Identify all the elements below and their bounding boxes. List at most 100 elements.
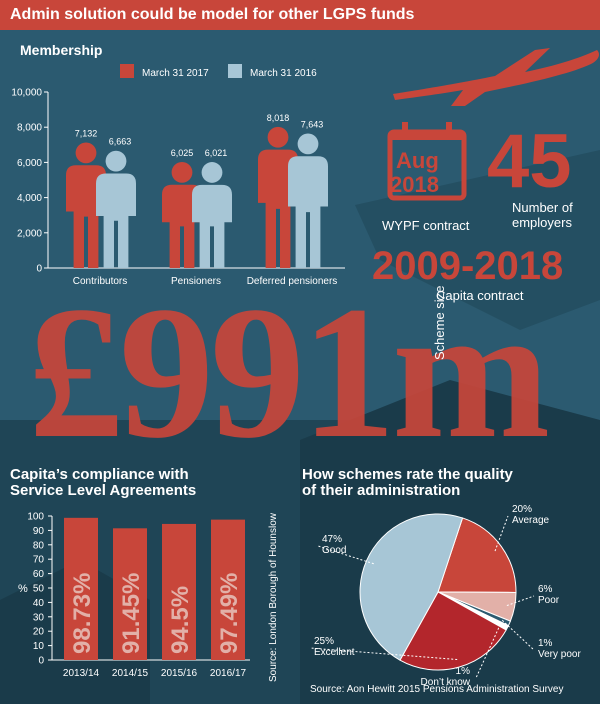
employers-label-line1: Number of [512,200,573,215]
quality-heading-line1: How schemes rate the quality [302,466,513,483]
person-body [192,184,232,268]
value-label: 6,663 [109,137,132,147]
pie-name-label: Very poor [538,649,581,660]
y-axis-label: % [18,583,28,595]
category-label: 2013/14 [63,668,100,679]
pie-value-label: 20% [512,504,532,515]
pie-slice [437,517,517,593]
person-2016 [288,133,328,268]
y-tick-label: 2,000 [17,228,42,239]
pie-value-label: 25% [314,636,334,647]
membership-people [66,126,328,268]
y-tick-label: 4,000 [17,193,42,204]
compliance-bar-label: 98.73% [69,573,96,654]
compliance-bar-label: 91.45% [118,573,145,654]
calendar-year: 2018 [390,172,439,197]
y-tick-label: 80 [33,540,45,551]
y-tick-label: 70 [33,555,45,566]
y-tick-label: 6,000 [17,158,42,169]
compliance-bar [113,528,147,660]
y-tick-label: 100 [27,512,44,523]
pie-leader-line [475,624,501,679]
category-label: Pensioners [171,276,221,287]
compliance-bars: 98.73% 91.45% 94.5% 97.49% [64,517,245,660]
survey-source: Source: Aon Hewitt 2015 Pensions Adminis… [310,684,564,695]
legend-label: March 31 2017 [142,68,209,79]
y-tick-label: 90 [33,526,45,537]
pie-value-label: 6% [538,584,553,595]
y-tick-label: 0 [36,264,42,275]
y-tick-label: 40 [33,598,45,609]
y-tick-label: 60 [33,569,45,580]
person-head [201,162,223,183]
category-label: 2016/17 [210,668,247,679]
person-head [105,150,127,172]
pie-slice [359,513,464,661]
wypf-contract-label: WYPF contract [382,218,470,233]
capita-years: 2009-2018 [372,244,564,288]
calendar-month: Aug [396,148,439,173]
value-label: 8,018 [267,113,290,123]
category-label: 2014/15 [112,668,149,679]
pie-value-label: 1% [538,638,553,649]
capita-contract-label: Capita contract [436,288,524,303]
scheme-size-value: £991m [28,268,550,478]
pie-name-label: Good [322,545,346,556]
compliance-bar [211,519,245,660]
pie-leader-line [501,619,535,651]
y-tick-label: 10,000 [11,88,42,99]
legend-swatch [228,64,242,78]
photo-source: Source: London Borough of Hounslow [268,512,279,682]
compliance-bar [64,517,98,660]
membership-heading: Membership [20,42,103,58]
pie-leader-line [494,515,509,552]
scheme-size-label: Scheme size [432,285,447,360]
y-tick-label: 20 [33,627,45,638]
person-head [75,142,97,164]
person-head [171,161,193,183]
pie-leader-line [309,647,458,661]
employers-label-line2: employers [512,215,572,230]
y-tick-label: 50 [33,584,45,595]
page-title: Admin solution could be model for other … [10,6,415,23]
value-label: 6,021 [205,148,228,158]
person-head [267,126,289,148]
category-label: Deferred pensioners [247,276,338,287]
compliance-y-axis: 0 10 20 30 40 50 60 70 80 90 100% [18,512,250,667]
y-tick-label: 30 [33,612,45,623]
pie-name-label: Excellent [314,647,355,658]
value-label: 6,025 [171,148,194,158]
pie-slices [359,513,517,671]
value-label: 7,132 [75,128,98,138]
compliance-bar [162,523,196,660]
membership-category-labels: Contributors Pensioners Deferred pensioner… [73,276,338,287]
person-2016 [96,150,136,268]
compliance-heading-line1: Capita’s compliance with [10,466,189,483]
pie-name-label: Poor [538,595,560,606]
pie-value-label: 1% [456,666,471,677]
legend-swatch [120,64,134,78]
person-2016 [192,162,232,268]
employers-value: 45 [487,119,572,204]
y-tick-label: 0 [38,656,44,667]
airplane-icon [393,48,599,106]
value-label: 7,643 [301,119,324,129]
y-tick-label: 10 [33,641,45,652]
pie-name-label: Don’t know [421,677,471,686]
membership-legend: March 31 2017 March 31 2016 [120,64,317,79]
category-label: Contributors [73,276,127,287]
membership-chart: March 31 2017 March 31 2016 0 2,000 4,000 6,… [11,64,345,287]
category-label: 2015/16 [161,668,198,679]
pie-leader-line [506,595,535,607]
membership-value-labels: 7,132 6,663 6,025 6,021 8,018 7,643 [75,113,324,158]
compliance-bar-label: 94.5% [167,586,194,654]
calendar-icon [387,122,467,201]
pie-leader-line [317,545,374,565]
person-body [288,156,328,268]
title-bar: Admin solution could be model for other … [0,0,600,30]
legend-label: March 31 2016 [250,68,317,79]
person-body [96,173,136,268]
